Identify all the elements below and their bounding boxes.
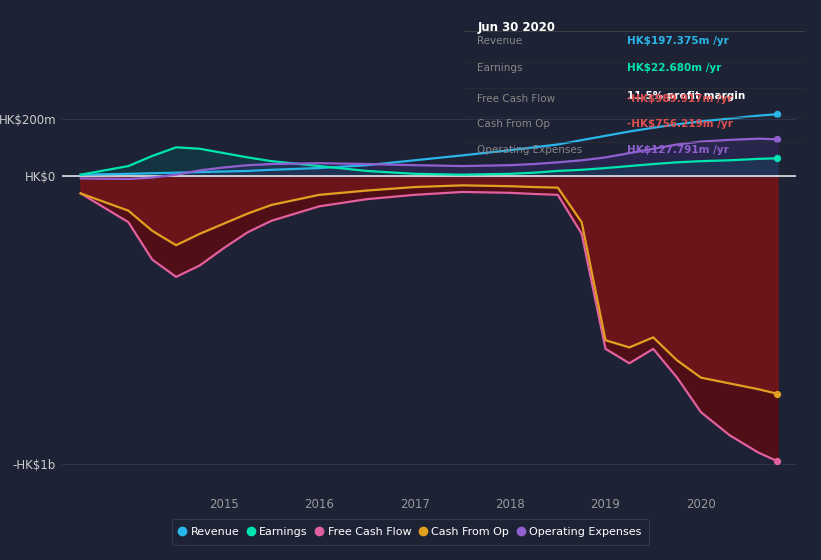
Text: HK$197.375m /yr: HK$197.375m /yr — [627, 36, 729, 46]
Text: Revenue: Revenue — [478, 36, 523, 46]
Point — [771, 110, 784, 119]
Text: Earnings: Earnings — [478, 63, 523, 73]
Legend: Revenue, Earnings, Free Cash Flow, Cash From Op, Operating Expenses: Revenue, Earnings, Free Cash Flow, Cash … — [172, 519, 649, 545]
Point — [771, 389, 784, 398]
Point — [771, 154, 784, 163]
Text: Cash From Op: Cash From Op — [478, 119, 551, 129]
Text: HK$22.680m /yr: HK$22.680m /yr — [627, 63, 722, 73]
Text: HK$127.791m /yr: HK$127.791m /yr — [627, 145, 729, 155]
Text: 11.5% profit margin: 11.5% profit margin — [627, 91, 745, 101]
Point — [771, 456, 784, 465]
Text: -HK$756.219m /yr: -HK$756.219m /yr — [627, 119, 733, 129]
Text: -HK$989.917m /yr: -HK$989.917m /yr — [627, 94, 733, 104]
Text: Operating Expenses: Operating Expenses — [478, 145, 583, 155]
Point — [771, 135, 784, 144]
Text: Jun 30 2020: Jun 30 2020 — [478, 21, 556, 34]
Text: Free Cash Flow: Free Cash Flow — [478, 94, 556, 104]
